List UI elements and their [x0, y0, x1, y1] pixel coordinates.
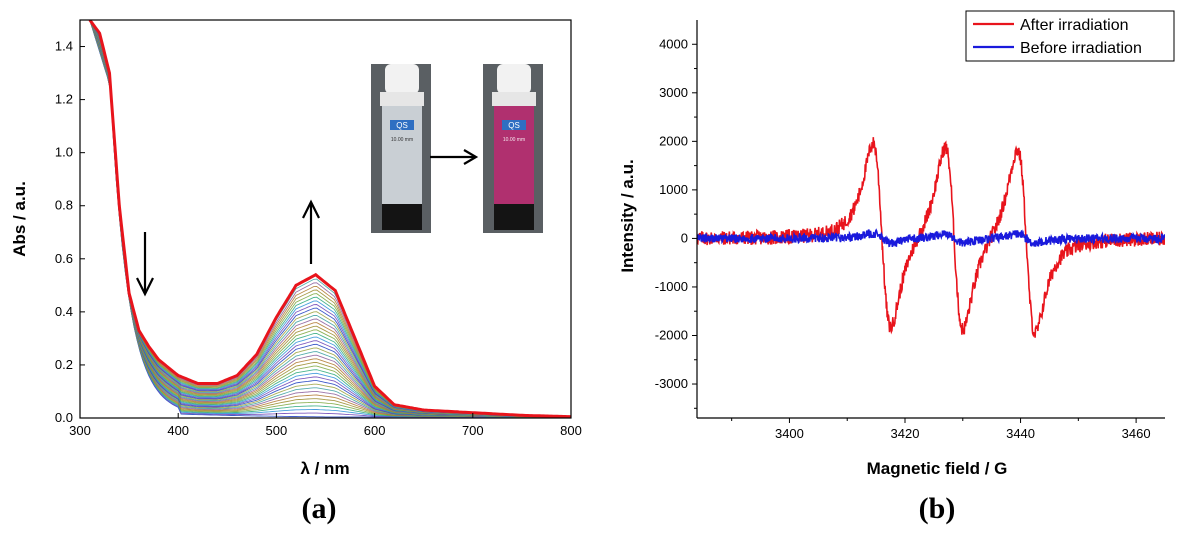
- epr-chart: 3400 3420 3440 3460 4000 3000 2000 1000 0 -1000 -2…: [618, 10, 1175, 525]
- cuvette-label-mm-2: 10.00 mm: [503, 137, 525, 143]
- x-tick-label-a: 500: [266, 423, 288, 438]
- epr-series-line: [697, 228, 1165, 248]
- y-tick-label-a: 1.0: [55, 145, 73, 160]
- epr-series-line: [697, 137, 1165, 338]
- arrow-down-icon: [136, 232, 154, 297]
- y-tick-label-b: 2000: [659, 133, 688, 148]
- x-tick-label-b: 3460: [1122, 426, 1151, 441]
- y-tick-label-b: 1000: [659, 182, 688, 197]
- y-tick-label-a: 0.4: [55, 304, 73, 319]
- y-axis-label-b: Intensity / a.u.: [618, 159, 637, 272]
- panel-label-b: (b): [919, 492, 956, 525]
- y-tick-label-a: 1.2: [55, 92, 73, 107]
- x-tick-label-b: 3420: [891, 426, 920, 441]
- plot-frame-a: [79, 19, 572, 419]
- y-tick-label-a: 1.4: [55, 39, 73, 54]
- x-tick-label-a: 600: [364, 423, 386, 438]
- x-tick-label-a: 400: [167, 423, 189, 438]
- absorbance-series-group: [88, 20, 571, 418]
- legend-label-after: After irradiation: [1020, 17, 1129, 34]
- epr-series-group: [697, 137, 1165, 338]
- legend: After irradiation Before irradiation: [965, 10, 1175, 62]
- arrow-right-icon: [430, 149, 479, 165]
- y-tick-label-b: -3000: [655, 376, 688, 391]
- y-tick-label-a: 0.2: [55, 357, 73, 372]
- cuvette-label-mm-1: 10.00 mm: [391, 137, 413, 143]
- cuvette-inset: QS 10.00 mm QS 10.00 mm: [371, 64, 543, 233]
- cuvette-after-icon: QS 10.00 mm: [483, 64, 543, 233]
- absorbance-final-series-line: [88, 20, 571, 418]
- x-tick-label-a: 700: [462, 423, 484, 438]
- cuvette-label-qs-2: QS: [508, 121, 520, 130]
- cuvette-before-icon: QS 10.00 mm: [371, 64, 431, 233]
- x-tick-label-a: 300: [69, 423, 91, 438]
- y-tick-label-b: -1000: [655, 279, 688, 294]
- legend-label-before: Before irradiation: [1020, 40, 1142, 57]
- y-tick-label-a: 0.0: [55, 410, 73, 425]
- axis-ticks-a: 300 400 500 600 700 800 0.0 0.2 0.4 0.6 0.8 1.0 1.2 1…: [55, 39, 582, 438]
- y-tick-label-a: 0.6: [55, 251, 73, 266]
- cuvette-label-qs-1: QS: [396, 121, 408, 130]
- absorbance-chart: 300 400 500 600 700 800 0.0 0.2 0.4 0.6 0.8 1.0 1.2 1…: [10, 19, 582, 525]
- x-tick-label-a: 800: [560, 423, 582, 438]
- y-axis-label-a: Abs / a.u.: [10, 181, 29, 257]
- y-tick-label-b: 4000: [659, 36, 688, 51]
- x-axis-label-a: λ / nm: [300, 459, 349, 478]
- y-tick-label-b: 3000: [659, 85, 688, 100]
- x-tick-label-b: 3440: [1006, 426, 1035, 441]
- x-tick-label-b: 3400: [775, 426, 804, 441]
- legend-box: [965, 10, 1175, 62]
- panel-label-a: (a): [302, 492, 337, 525]
- y-tick-label-b: -2000: [655, 327, 688, 342]
- x-axis-label-b: Magnetic field / G: [867, 459, 1008, 478]
- arrow-up-icon: [302, 199, 320, 264]
- axis-ticks-b: 3400 3420 3440 3460 4000 3000 2000 1000 0 -1000 -2…: [655, 36, 1151, 441]
- y-tick-label-b: 0: [681, 230, 688, 245]
- y-tick-label-a: 0.8: [55, 198, 73, 213]
